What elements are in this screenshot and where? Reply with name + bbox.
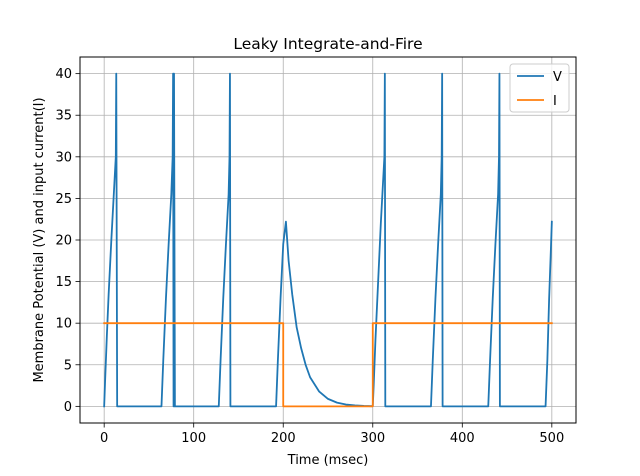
x-tick-label: 200 xyxy=(271,431,296,446)
x-tick-label: 300 xyxy=(360,431,385,446)
x-tick-label: 400 xyxy=(450,431,475,446)
y-tick-label: 10 xyxy=(55,317,72,332)
plot-series xyxy=(103,72,553,408)
y-tick-label: 35 xyxy=(55,109,72,124)
ticks: 0 100 200 300 400 500 0 5 10 15 20 25 30 35 40 xyxy=(55,67,564,446)
x-tick-label: 500 xyxy=(539,431,564,446)
legend-label-I: I xyxy=(553,94,557,109)
y-tick-label: 0 xyxy=(64,400,72,415)
y-tick-label: 15 xyxy=(55,275,72,290)
y-tick-label: 30 xyxy=(55,150,72,165)
legend: VI xyxy=(509,63,570,113)
y-tick-label: 25 xyxy=(55,192,72,207)
chart-title: Leaky Integrate-and-Fire xyxy=(233,35,422,53)
series-line-I xyxy=(103,322,553,408)
y-tick-label: 40 xyxy=(55,67,72,82)
x-tick-label: 0 xyxy=(100,431,108,446)
y-tick-label: 5 xyxy=(64,358,72,373)
legend-label-V: V xyxy=(553,70,562,85)
x-axis-label: Time (msec) xyxy=(287,453,369,468)
y-tick-label: 20 xyxy=(55,234,72,249)
series-line-V xyxy=(103,72,553,408)
y-axis-label: Membrane Potential (V) and input current… xyxy=(32,97,47,382)
x-tick-label: 100 xyxy=(181,431,206,446)
